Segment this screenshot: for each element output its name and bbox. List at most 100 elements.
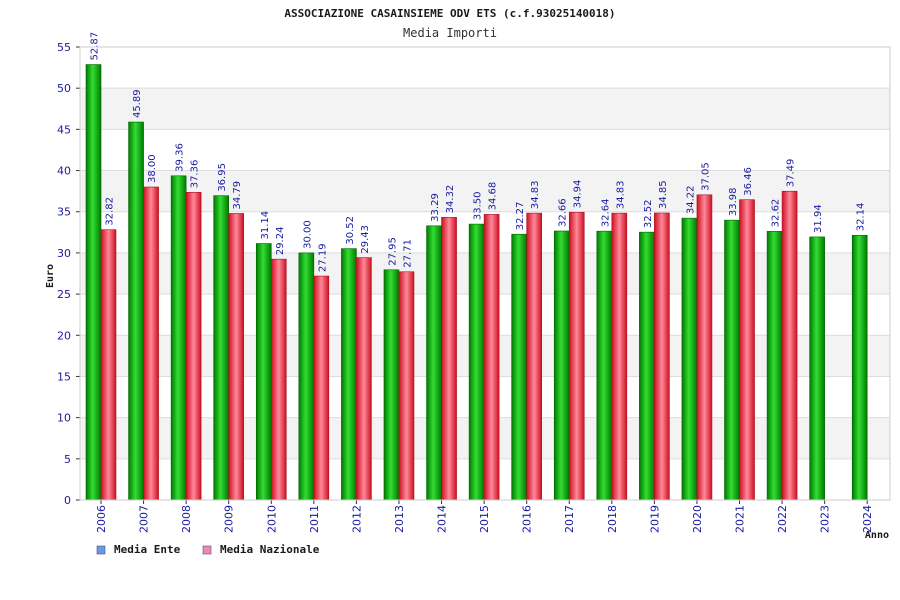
x-tick-label: 2006 xyxy=(95,505,108,533)
x-tick-label: 2024 xyxy=(861,505,874,533)
y-tick-label: 35 xyxy=(57,206,71,219)
data-label: 34.83 xyxy=(530,180,541,209)
data-label: 34.32 xyxy=(445,185,456,214)
bar-media-nazionale xyxy=(526,212,542,501)
bar-media-ente xyxy=(213,195,230,501)
plot-band xyxy=(80,88,890,130)
data-label: 36.95 xyxy=(217,163,228,192)
x-tick-label: 2022 xyxy=(776,505,789,533)
y-tick-label: 0 xyxy=(64,494,71,507)
bar-media-nazionale xyxy=(100,229,117,501)
chart-subtitle: Media Importi xyxy=(403,26,497,40)
data-label: 33.50 xyxy=(473,191,484,220)
x-tick-label: 2019 xyxy=(648,505,661,533)
data-label: 33.29 xyxy=(430,193,441,222)
data-label: 37.36 xyxy=(190,160,201,189)
x-tick-label: 2014 xyxy=(436,505,449,533)
y-tick-label: 5 xyxy=(64,453,71,466)
legend-label: Media Ente xyxy=(114,543,181,556)
y-tick-label: 40 xyxy=(57,165,71,178)
data-label: 34.22 xyxy=(685,186,696,215)
bar-media-ente xyxy=(681,217,698,501)
bar-media-nazionale xyxy=(441,217,457,501)
bar-media-ente xyxy=(128,121,144,501)
y-tick-label: 10 xyxy=(57,412,71,425)
data-label: 31.94 xyxy=(813,204,824,233)
bar-media-ente xyxy=(255,243,272,501)
data-label: 27.71 xyxy=(402,239,413,268)
y-axis-ticks: 0 5 10 15 20 25 30 35 40 45 50 55 xyxy=(57,41,80,507)
x-tick-label: 2007 xyxy=(138,505,151,533)
bar-media-ente xyxy=(298,252,315,501)
plot-frame xyxy=(79,46,891,501)
plot-band xyxy=(80,129,890,171)
x-tick-label: 2008 xyxy=(180,505,193,533)
x-tick-label: 2018 xyxy=(606,505,619,533)
chart-title: ASSOCIAZIONE CASAINSIEME ODV ETS (c.f.93… xyxy=(284,7,615,20)
data-label: 34.79 xyxy=(232,181,243,210)
data-label: 32.64 xyxy=(600,199,611,228)
x-tick-label: 2010 xyxy=(265,505,278,533)
bar-media-nazionale xyxy=(143,186,159,501)
bar-media-ente xyxy=(468,223,485,501)
y-tick-label: 20 xyxy=(57,329,71,342)
data-label: 32.52 xyxy=(643,200,654,229)
data-label: 34.83 xyxy=(615,180,626,209)
bar-media-nazionale xyxy=(356,257,372,501)
bar-media-nazionale xyxy=(398,271,415,501)
bar-media-nazionale xyxy=(270,258,287,501)
bar-media-ente xyxy=(383,269,400,501)
x-tick-label: 2011 xyxy=(308,505,321,533)
data-label: 31.14 xyxy=(260,211,271,240)
data-label: 32.14 xyxy=(856,203,867,232)
legend: Media Ente Media Nazionale xyxy=(96,543,320,556)
bar-media-nazionale xyxy=(313,275,330,501)
data-label: 34.68 xyxy=(488,182,499,211)
bar-media-nazionale xyxy=(228,213,245,501)
bar-media-nazionale xyxy=(781,190,798,501)
legend-swatch xyxy=(202,545,212,555)
bar-media-ente xyxy=(724,219,740,501)
bar-media-nazionale xyxy=(483,214,500,501)
data-label: 32.27 xyxy=(515,202,526,231)
bar-media-ente xyxy=(341,248,357,501)
data-label: 37.49 xyxy=(786,159,797,188)
y-tick-label: 30 xyxy=(57,247,71,260)
bar-media-ente xyxy=(809,236,825,501)
x-axis-label: Anno xyxy=(865,530,889,541)
bar-media-ente xyxy=(596,230,613,501)
x-tick-label: 2012 xyxy=(350,505,363,533)
legend-swatch xyxy=(96,545,106,555)
plot-band xyxy=(80,170,890,212)
data-label: 36.46 xyxy=(743,167,754,196)
bar-media-ente xyxy=(639,231,655,501)
y-tick-label: 55 xyxy=(57,41,71,54)
data-label: 27.19 xyxy=(317,243,328,272)
data-label: 27.95 xyxy=(387,237,398,266)
bar-media-ente xyxy=(553,230,570,501)
bar-media-ente xyxy=(85,64,102,501)
y-axis-label: Euro xyxy=(45,264,56,288)
plot-band xyxy=(80,47,890,89)
y-tick-label: 25 xyxy=(57,288,71,301)
data-label: 29.24 xyxy=(275,227,286,256)
bar-media-nazionale xyxy=(568,211,585,501)
axes xyxy=(79,46,891,501)
x-tick-label: 2021 xyxy=(734,505,747,533)
bar-media-ente xyxy=(851,234,868,501)
x-tick-label: 2009 xyxy=(223,505,236,533)
data-label: 34.94 xyxy=(573,180,584,209)
x-tick-label: 2017 xyxy=(563,505,576,533)
data-label: 32.62 xyxy=(771,199,782,228)
y-tick-label: 50 xyxy=(57,82,71,95)
bar-media-nazionale xyxy=(696,194,713,501)
x-tick-label: 2013 xyxy=(393,505,406,533)
bar-media-ente xyxy=(766,231,783,501)
x-tick-label: 2016 xyxy=(521,505,534,533)
bar-media-nazionale xyxy=(654,212,670,501)
data-label: 32.66 xyxy=(558,198,569,227)
bar-media-ente xyxy=(511,233,527,501)
data-label: 39.36 xyxy=(175,143,186,172)
data-label: 34.85 xyxy=(658,180,669,209)
data-label: 29.43 xyxy=(360,225,371,254)
